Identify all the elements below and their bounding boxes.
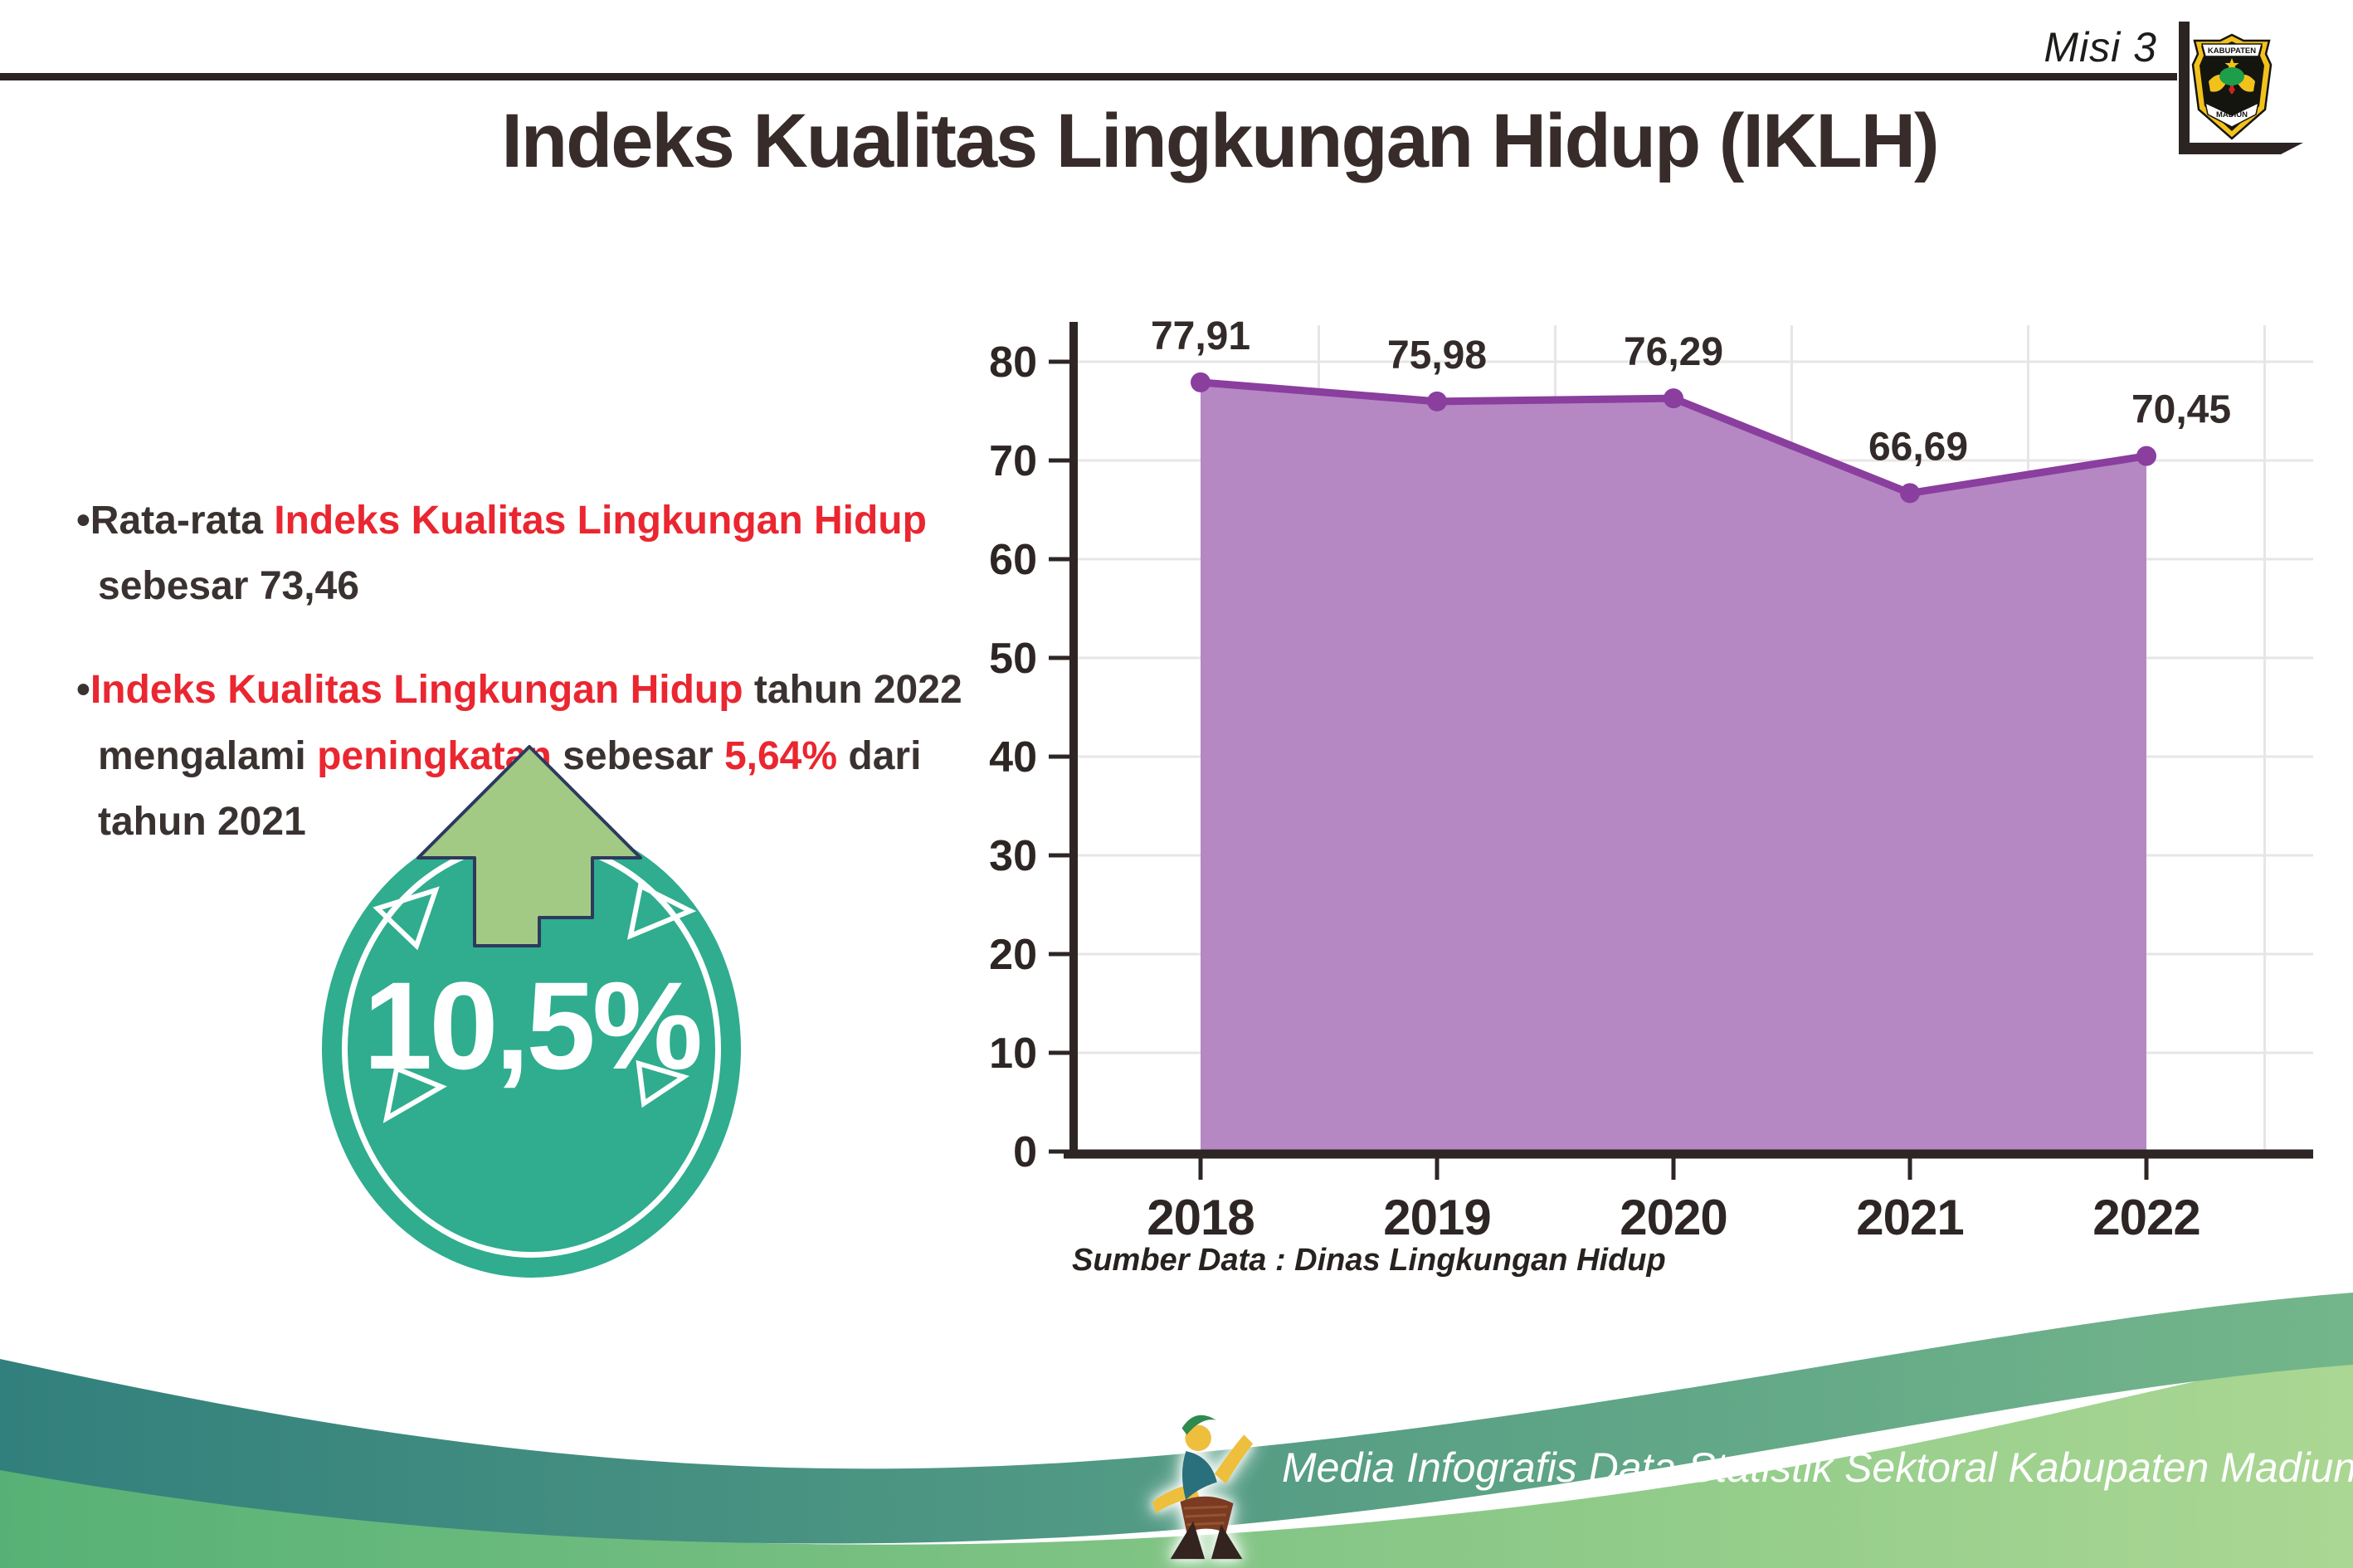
footer-caption: Media Infografis Data Statistik Sektoral…: [1282, 1444, 2353, 1491]
data-point: [1427, 391, 1447, 411]
body-text: •: [76, 668, 90, 713]
crest-frame-horizontal: [2179, 143, 2303, 154]
area-fill: [1201, 382, 2146, 1152]
y-tick-label: 80: [989, 338, 1037, 387]
x-tick-label: 2022: [2092, 1190, 2200, 1245]
crest-frame-vertical: [2179, 22, 2190, 154]
data-point: [2136, 446, 2156, 466]
body-text: mengalami: [98, 733, 318, 778]
x-tick-label: 2019: [1383, 1190, 1490, 1245]
highlight-text: Indeks Kualitas Lingkungan Hidup: [274, 499, 927, 543]
crest-bottom-ribbon: [2204, 101, 2260, 128]
x-tick-label: 2018: [1147, 1190, 1254, 1245]
data-label: 75,98: [1387, 334, 1487, 377]
footer-teal-wave: [0, 1293, 2353, 1544]
y-tick-label: 70: [989, 437, 1037, 485]
highlight-text: Indeks Kualitas Lingkungan Hidup: [90, 668, 743, 713]
dancer-mascot-icon: [1152, 1415, 1254, 1560]
mission-label: Misi 3: [2044, 24, 2157, 71]
crest-top-text: KABUPATEN: [2208, 46, 2256, 56]
bullet-increase-2022: •Indeks Kualitas Lingkungan Hidup tahun …: [76, 657, 1006, 855]
summary-text-block: •Rata-rata Indeks Kualitas Lingkungan Hi…: [76, 488, 1006, 893]
body-text: dari: [837, 733, 922, 778]
increase-percentage-value: 10,5%: [363, 956, 703, 1095]
bullet-average-iklh: •Rata-rata Indeks Kualitas Lingkungan Hi…: [76, 488, 1006, 619]
body-text: •Rata-rata: [76, 499, 275, 543]
highlight-text: 5,64%: [723, 733, 838, 778]
data-point: [1191, 372, 1211, 392]
page-title: Indeks Kualitas Lingkungan Hidup (IKLH): [501, 99, 1939, 183]
data-label: 70,45: [2131, 388, 2231, 432]
crest-center-emblem: [2229, 85, 2235, 95]
body-text: sebesar: [551, 733, 724, 778]
crest-tree-icon: [2219, 67, 2244, 85]
body-text: tahun 2022: [743, 668, 962, 713]
header-divider: [0, 73, 2177, 80]
body-text: tahun 2021: [98, 799, 306, 844]
y-tick-label: 10: [989, 1030, 1037, 1078]
crest-top-ribbon: [2201, 43, 2263, 57]
crest-bottom-text: MADIUN: [2216, 110, 2248, 119]
y-tick-label: 20: [989, 931, 1037, 979]
data-point: [1900, 483, 1920, 504]
footer-wave-banner: [0, 1293, 2353, 1568]
trend-line: [1200, 378, 2147, 497]
kabupaten-madiun-crest-logo: KABUPATEN MADIUN: [2191, 33, 2273, 140]
x-tick-label: 2021: [1856, 1190, 1963, 1245]
data-point: [1664, 388, 1683, 409]
body-text: sebesar 73,46: [98, 564, 359, 609]
y-tick-label: 0: [1013, 1128, 1037, 1176]
data-label: 66,69: [1868, 425, 1968, 469]
chart-source-note: Sumber Data : Dinas Lingkungan Hidup: [1072, 1243, 1666, 1278]
data-label: 77,91: [1151, 314, 1250, 358]
x-tick-label: 2020: [1620, 1190, 1727, 1245]
up-arrow-icon: [417, 745, 642, 947]
footer-green-wave: [0, 1352, 2353, 1568]
data-label: 76,29: [1624, 330, 1723, 374]
